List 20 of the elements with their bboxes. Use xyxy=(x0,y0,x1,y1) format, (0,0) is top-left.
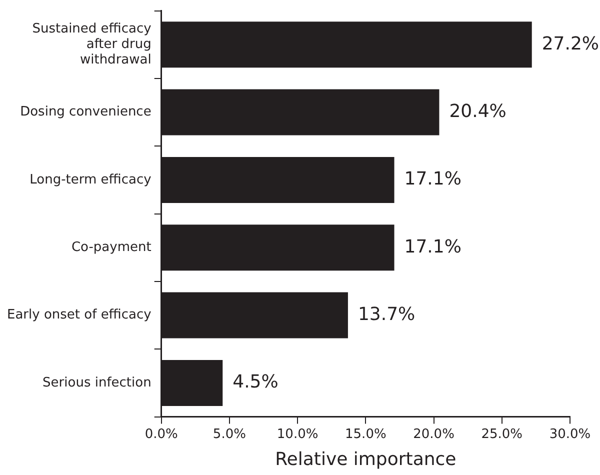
y-tick-label: Co-payment xyxy=(71,240,152,256)
y-tick-label: Dosing convenience xyxy=(20,104,152,120)
x-tick-label: 15.0% xyxy=(345,426,386,442)
y-tick-label: Sustained efficacy after drug withdrawal xyxy=(32,21,152,68)
x-tick-label: 0.0% xyxy=(144,426,178,442)
data-label: 27.2% xyxy=(542,33,600,54)
data-label: 4.5% xyxy=(232,372,278,393)
x-tick-label: 5.0% xyxy=(212,426,246,442)
data-label: 17.1% xyxy=(404,236,462,258)
y-tick-label: Long-term efficacy xyxy=(30,172,152,188)
x-tick-label: 20.0% xyxy=(413,426,454,442)
data-label: 17.1% xyxy=(404,168,462,190)
x-tick-label: 30.0% xyxy=(549,426,591,442)
y-tick-label: Serious infection xyxy=(42,375,152,390)
x-axis-title: Relative importance xyxy=(275,448,456,470)
data-label: 20.4% xyxy=(449,100,506,122)
x-tick-label: 10.0% xyxy=(276,426,318,442)
y-tick-label: Early onset of efficacy xyxy=(6,308,152,323)
x-tick-label: 25.0% xyxy=(481,426,523,442)
data-label: 13.7% xyxy=(358,304,416,325)
